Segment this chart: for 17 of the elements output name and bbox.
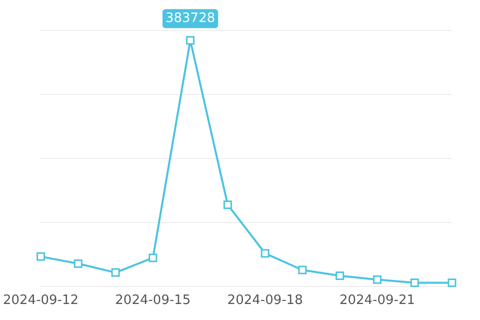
point <box>223 200 232 209</box>
x-tick-label: 2024-09-12 <box>2 293 79 308</box>
point <box>36 252 46 261</box>
point <box>410 278 419 288</box>
x-tick-label: 2024-09-21 <box>339 293 416 308</box>
x-tick-label: 2024-09-18 <box>227 293 303 308</box>
x-tick-label: 2024-09-15 <box>115 293 191 308</box>
point <box>448 278 456 288</box>
data-label: 383728 <box>165 11 216 26</box>
point <box>336 272 344 280</box>
point <box>372 275 382 284</box>
point <box>298 266 307 274</box>
point <box>74 259 82 268</box>
point <box>260 249 270 258</box>
point <box>186 36 195 45</box>
point <box>148 254 158 262</box>
point <box>111 268 120 277</box>
